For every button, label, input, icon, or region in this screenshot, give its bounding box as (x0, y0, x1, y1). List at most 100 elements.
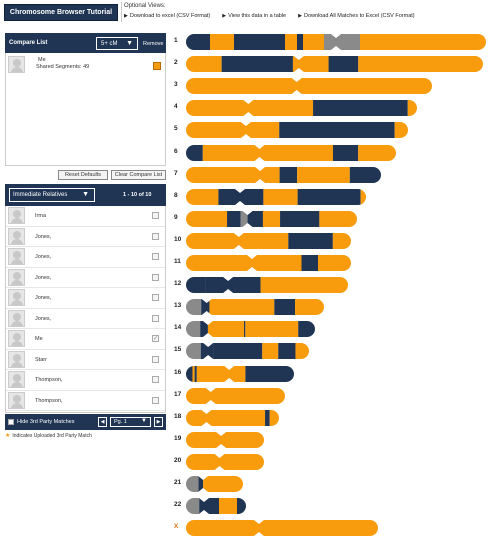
relative-row[interactable]: Jones, (6, 288, 165, 309)
chromosome-segment (186, 387, 285, 404)
relative-row[interactable]: Thompson, (6, 370, 165, 391)
chromosome-row: 9 (170, 210, 495, 228)
relative-row[interactable]: Jones, (6, 247, 165, 268)
relative-checkbox[interactable] (152, 396, 159, 404)
download-csv-link[interactable]: ▶ Download to excel (CSV Format) (124, 13, 210, 19)
relative-checkbox[interactable] (152, 212, 159, 219)
chromosome-segment (349, 166, 381, 183)
chromosome-label: 2 (174, 59, 178, 67)
chromosome-row: 1 (170, 33, 495, 51)
relative-name: Me (35, 336, 43, 342)
left-panel: Compare List 5+ cM ▼ Remove Me Shared Se… (5, 33, 166, 439)
chromosome-bar[interactable] (186, 33, 488, 51)
relative-checkbox[interactable] (152, 253, 159, 260)
pager-bar: Hide 3rd Party Matches ◀ Pg. 1 ▼ ▶ (5, 414, 166, 430)
avatar (8, 289, 25, 306)
relative-checkbox[interactable] (152, 314, 159, 322)
chromosome-bar[interactable] (186, 144, 398, 162)
relatives-filter-select[interactable]: Immediate Relatives ▼ (9, 188, 95, 202)
chromosome-segment (274, 299, 296, 316)
cm-threshold-select[interactable]: 5+ cM ▼ (96, 37, 138, 50)
chromosome-bar[interactable] (186, 497, 248, 515)
chromosome-segment (218, 188, 264, 205)
page-select[interactable]: Pg. 1 ▼ (110, 417, 151, 427)
chromosome-bar[interactable] (186, 99, 419, 117)
chromosome-segment (278, 343, 296, 360)
chromosome-segment (333, 144, 359, 161)
chromosome-row: 15 (170, 342, 495, 360)
tutorial-button[interactable]: Chromosome Browser Tutorial (4, 4, 118, 21)
relative-checkbox[interactable] (152, 232, 159, 240)
reset-defaults-button[interactable]: Reset Defaults (58, 170, 108, 180)
chromosome-bar[interactable] (186, 121, 410, 139)
chromosome-bar[interactable] (186, 342, 311, 360)
relative-name: Jones, (35, 315, 52, 322)
prev-page-button[interactable]: ◀ (98, 417, 107, 427)
chromosome-segment (263, 188, 298, 205)
chromosome-row: 2 (170, 55, 495, 73)
next-page-button[interactable]: ▶ (154, 417, 163, 427)
relative-row[interactable]: Jones, (6, 309, 165, 329)
chromosome-segment (201, 299, 210, 316)
relative-row[interactable]: Irma (6, 206, 165, 227)
list-buttons: Reset Defaults Clear Compare List (5, 170, 166, 183)
relative-checkbox[interactable] (152, 294, 159, 301)
relative-name: Thompson, (35, 377, 63, 383)
chromosome-segment (295, 343, 309, 360)
relative-checkbox[interactable] (152, 355, 159, 363)
chromosome-segment (186, 453, 264, 470)
relative-checkbox[interactable] (152, 273, 159, 281)
chromosome-segment (297, 34, 303, 50)
remove-checkbox[interactable] (153, 62, 161, 70)
chromosome-segment (319, 210, 357, 227)
download-all-link[interactable]: ▶ Download All Matches to Excel (CSV Form… (298, 13, 415, 19)
chromosome-bar[interactable] (186, 409, 281, 427)
avatar (8, 268, 25, 286)
chromosome-label: 18 (174, 412, 182, 420)
relative-name: Thompson, (35, 397, 63, 404)
chromosome-segment (186, 255, 302, 271)
chromosome-bar[interactable] (186, 166, 383, 184)
chromosome-row: 7 (170, 166, 495, 184)
chromosome-row: 6 (170, 144, 495, 162)
chromosome-bar[interactable] (186, 387, 287, 405)
relative-row[interactable]: Me ✓ (6, 329, 165, 350)
chromosome-bar[interactable] (186, 453, 266, 471)
view-table-link[interactable]: ▶ View this data in a table (222, 13, 286, 19)
chromosome-label: 3 (174, 81, 178, 89)
page-select-value: Pg. 1 (114, 419, 127, 425)
chromosome-bar[interactable] (186, 320, 317, 338)
chromosome-bar[interactable] (186, 77, 434, 95)
chromosome-segment (279, 122, 395, 139)
chromosome-bar[interactable] (186, 254, 353, 272)
chromosome-bar[interactable] (186, 298, 326, 316)
compare-item-shared-segments: Shared Segments: 49 (36, 64, 90, 70)
chromosome-bar[interactable] (186, 232, 353, 250)
chromosome-bar[interactable] (186, 431, 266, 449)
clear-compare-list-button[interactable]: Clear Compare List (111, 170, 166, 180)
chromosome-label: 12 (174, 280, 182, 288)
relative-checkbox[interactable]: ✓ (152, 335, 159, 342)
chromosome-label: 7 (174, 169, 178, 177)
chromosome-segment (324, 34, 360, 50)
relative-name: Jones, (35, 295, 52, 301)
chromosome-bar[interactable] (186, 55, 485, 73)
chromosome-bar[interactable] (186, 276, 350, 294)
chromosome-bar[interactable] (186, 188, 368, 206)
relative-row[interactable]: Jones, (6, 227, 165, 247)
relative-row[interactable]: Jones, (6, 268, 165, 288)
relative-row[interactable]: Starr (6, 350, 165, 370)
chromosome-row: 19 (170, 431, 495, 449)
chromosome-bar[interactable] (186, 519, 380, 537)
chromosome-bar[interactable] (186, 475, 245, 493)
chromosome-segment (358, 56, 483, 73)
relative-checkbox[interactable] (152, 376, 159, 383)
relative-row[interactable]: Thompson, (6, 391, 165, 411)
relative-name: Jones, (35, 254, 52, 260)
chromosome-segment (186, 78, 432, 95)
hide-3rd-party-checkbox[interactable] (8, 419, 14, 425)
chromosome-segment (186, 321, 201, 338)
chromosome-segment (306, 34, 324, 50)
chromosome-bar[interactable] (186, 210, 359, 228)
chromosome-bar[interactable] (186, 365, 296, 383)
